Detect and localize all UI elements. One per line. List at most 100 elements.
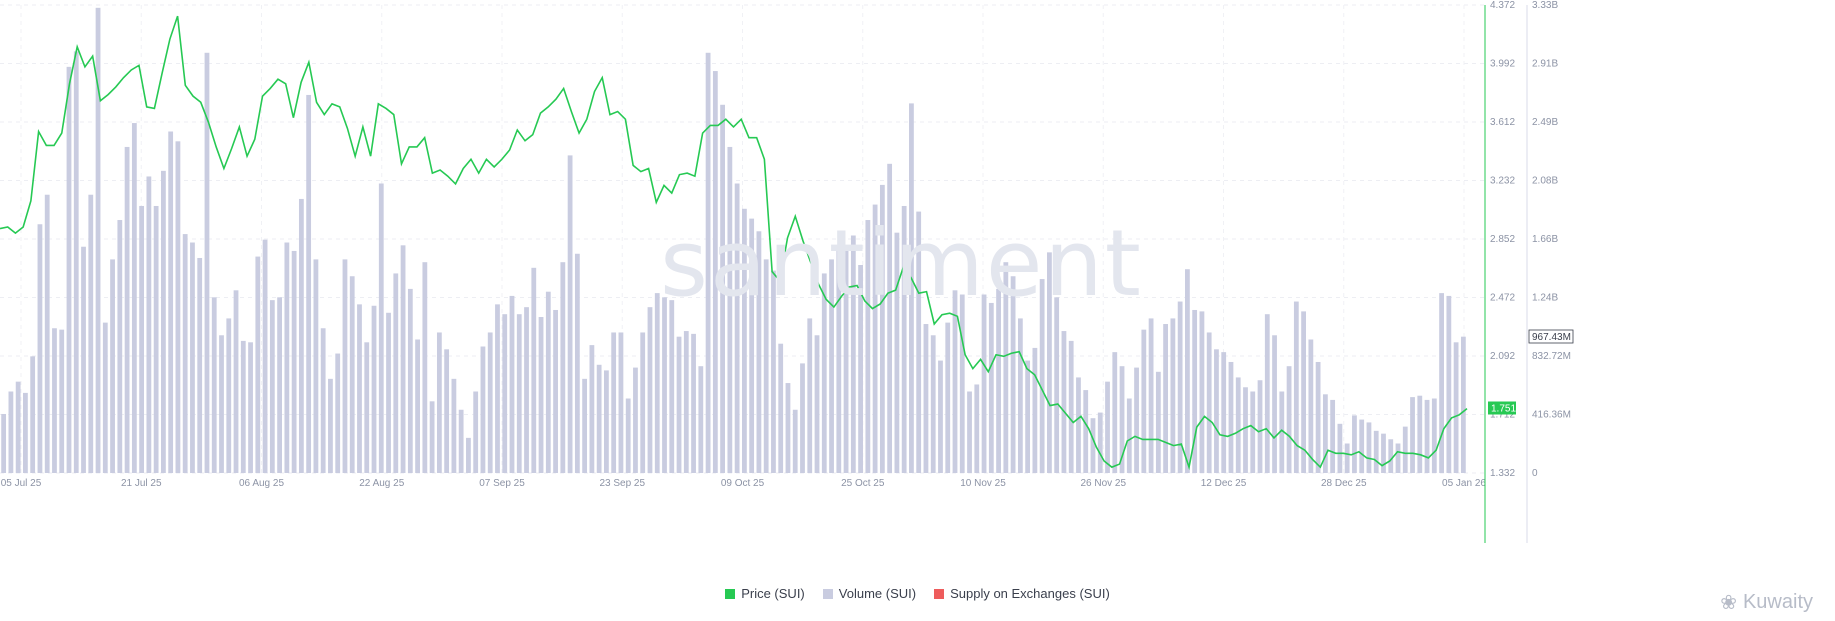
volume-bar xyxy=(742,208,747,473)
volume-bar xyxy=(466,437,471,473)
volume-bar xyxy=(487,332,493,473)
volume-bar xyxy=(1054,297,1060,473)
volume-bar xyxy=(945,322,951,473)
volume-bar xyxy=(502,314,508,473)
volume-bar xyxy=(255,256,261,473)
volume-bar xyxy=(233,290,239,473)
volume-bar xyxy=(959,294,965,473)
legend: Price (SUI) Volume (SUI) Supply on Excha… xyxy=(0,586,1835,601)
volume-bar xyxy=(625,398,631,473)
volume-bar xyxy=(901,205,907,473)
volume-bar xyxy=(73,51,79,473)
volume-bar xyxy=(240,340,246,473)
volume-bar xyxy=(872,204,878,473)
volume-bar xyxy=(1126,398,1132,473)
volume-bar xyxy=(328,378,333,473)
volume-bar xyxy=(306,94,312,473)
volume-bar xyxy=(763,259,769,473)
current-price-label: 1.751 xyxy=(1491,404,1516,415)
volume-bar xyxy=(509,295,515,473)
volume-bar xyxy=(1061,331,1067,473)
volume-bar xyxy=(480,346,486,473)
volume-bar xyxy=(117,220,123,473)
volume-bar xyxy=(349,276,355,473)
volume-bar xyxy=(168,131,174,474)
volume-bar xyxy=(604,370,609,473)
volume-bar xyxy=(618,332,624,473)
price-tick-label: 3.992 xyxy=(1490,59,1515,70)
volume-bar xyxy=(531,267,537,473)
volume-bar xyxy=(1032,347,1038,473)
volume-bar xyxy=(393,273,399,473)
volume-bar xyxy=(1134,367,1139,473)
volume-tick-label: 2.08B xyxy=(1532,176,1558,187)
volume-bar xyxy=(1446,295,1452,473)
volume-bar xyxy=(436,332,442,473)
volume-bar xyxy=(1010,276,1016,473)
volume-bar xyxy=(981,294,987,473)
volume-bar xyxy=(676,336,682,473)
volume-bar xyxy=(320,328,326,473)
volume-tick-label: 416.36M xyxy=(1532,410,1571,421)
volume-bar xyxy=(1068,340,1074,473)
volume-bar xyxy=(1206,332,1212,473)
volume-bar xyxy=(1228,361,1234,473)
volume-bar xyxy=(756,231,762,473)
volume-bar xyxy=(720,104,725,473)
volume-bar xyxy=(357,304,362,473)
chart: 05 Jul 25 21 Jul 25 06 Aug 25 22 Aug 25 07 S… xyxy=(0,0,1574,543)
volume-bar xyxy=(364,342,370,473)
volume-bar xyxy=(1192,309,1198,473)
legend-item-volume[interactable]: Volume (SUI) xyxy=(822,586,916,601)
volume-bar xyxy=(705,52,711,473)
volume-bar xyxy=(1155,371,1161,473)
volume-bar xyxy=(226,318,232,473)
volume-bar xyxy=(1264,314,1270,473)
volume-bar xyxy=(88,194,94,474)
volume-bar xyxy=(996,288,1001,473)
volume-bar xyxy=(1119,366,1125,473)
price-tick-label: 1.332 xyxy=(1490,468,1515,479)
volume-bar xyxy=(1344,443,1350,473)
brand: ❀ Kuwaity xyxy=(1720,590,1813,615)
volume-bar xyxy=(574,253,580,473)
volume-bar xyxy=(473,391,479,473)
volume-bar xyxy=(633,367,638,473)
volume-bar xyxy=(865,220,871,473)
volume-bar xyxy=(1388,439,1394,473)
volume-tick-label: 2.91B xyxy=(1532,59,1558,70)
price-tick-label: 4.372 xyxy=(1490,0,1515,11)
x-tick-label: 26 Nov 25 xyxy=(1080,478,1126,489)
volume-bar xyxy=(1199,311,1205,473)
volume-bar xyxy=(749,218,755,473)
volume-bar xyxy=(952,290,958,473)
volume-bar xyxy=(1417,395,1423,473)
volume-bar xyxy=(1,413,7,473)
legend-item-supply[interactable]: Supply on Exchanges (SUI) xyxy=(934,586,1110,601)
volume-tick-label: 1.24B xyxy=(1532,293,1558,304)
volume-bar xyxy=(1214,349,1219,473)
volume-bar xyxy=(916,211,922,473)
volume-bar xyxy=(938,360,943,473)
volume-bar xyxy=(1279,391,1285,473)
volume-bar xyxy=(219,335,224,473)
volume-bar xyxy=(313,259,319,473)
volume-bar xyxy=(1293,301,1299,473)
volume-bar xyxy=(139,205,145,473)
volume-bar xyxy=(1272,335,1277,473)
volume-bar xyxy=(59,329,65,473)
volume-bar xyxy=(516,314,522,473)
volume-bar xyxy=(407,288,413,473)
legend-item-price[interactable]: Price (SUI) xyxy=(725,586,805,601)
x-tick-label: 25 Oct 25 xyxy=(841,478,885,489)
volume-bars xyxy=(1,7,1466,474)
volume-bar xyxy=(1047,252,1052,473)
volume-bar xyxy=(262,239,268,473)
volume-bar xyxy=(378,183,384,474)
volume-bar xyxy=(582,378,588,473)
volume-bar xyxy=(988,302,994,473)
volume-bar xyxy=(1076,377,1081,473)
x-tick-label: 21 Jul 25 xyxy=(121,478,162,489)
volume-bar xyxy=(66,66,72,473)
volume-tick-label: 2.49B xyxy=(1532,117,1558,128)
